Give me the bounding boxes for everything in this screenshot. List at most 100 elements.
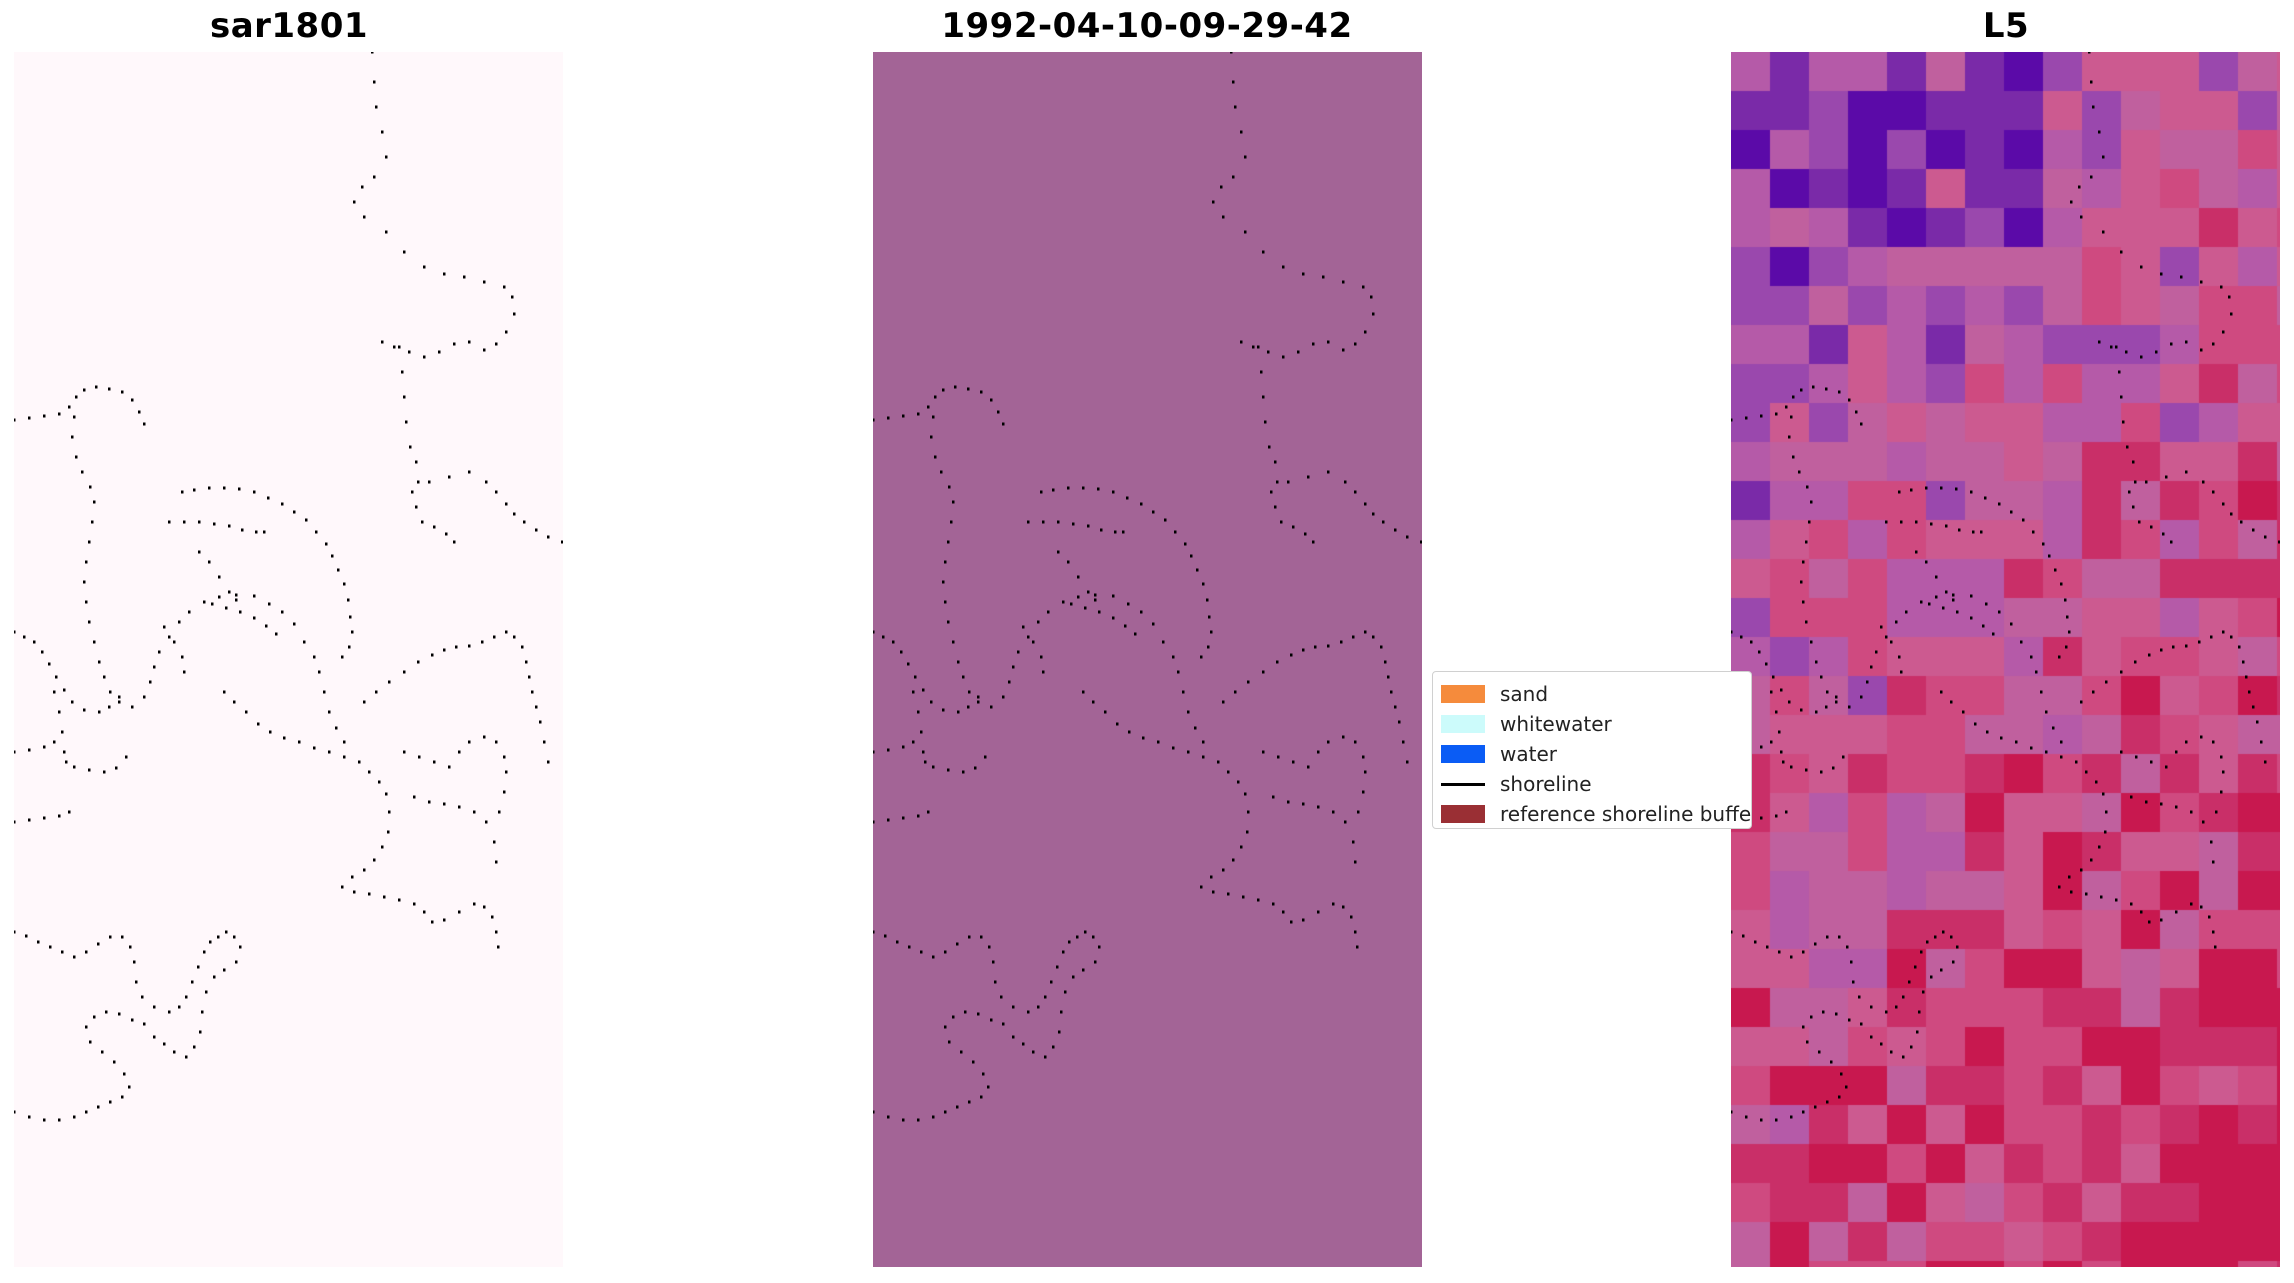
- shoreline-dot: [2212, 490, 2215, 494]
- shoreline-dot: [14, 930, 16, 934]
- shoreline-dot: [2200, 905, 2203, 909]
- shoreline-dot: [1818, 1050, 1821, 1054]
- l5-rgb-mosaic: [1731, 52, 2280, 1267]
- shoreline-dot: [1952, 598, 1955, 602]
- shoreline-dot: [1956, 945, 1959, 949]
- shoreline-dot: [977, 695, 980, 699]
- shoreline-dot: [980, 390, 983, 394]
- shoreline-dot: [1044, 995, 1047, 999]
- shoreline-dot: [1982, 624, 1985, 628]
- shoreline-dot: [2228, 295, 2231, 299]
- shoreline-dot: [1925, 486, 1928, 490]
- shoreline-dot: [1785, 810, 1788, 814]
- shoreline-dot: [2065, 645, 2068, 649]
- shoreline-dot: [1930, 975, 1933, 979]
- shoreline-dot: [1950, 700, 1953, 704]
- shoreline-dot: [48, 662, 51, 666]
- shoreline-dot: [458, 750, 461, 754]
- shoreline-dot: [1217, 760, 1220, 764]
- shoreline-dot: [2230, 512, 2233, 516]
- shoreline-dot: [168, 1010, 171, 1014]
- shoreline-dot: [2222, 330, 2225, 334]
- shoreline-dot: [2080, 700, 2083, 704]
- shoreline-dot: [1252, 345, 1255, 349]
- shoreline-dot: [255, 530, 258, 534]
- shoreline-dot: [198, 520, 201, 524]
- shoreline-dot: [2058, 655, 2061, 659]
- shoreline-dot: [543, 740, 546, 744]
- shoreline-dot: [433, 525, 436, 529]
- shoreline-dot: [1930, 522, 1933, 526]
- shoreline-dot: [253, 616, 256, 620]
- shoreline-dot: [2066, 615, 2069, 619]
- shoreline-dot: [335, 726, 338, 730]
- shoreline-dot: [1731, 630, 1733, 634]
- shoreline-dot: [1290, 653, 1293, 657]
- shoreline-dot: [1227, 892, 1230, 896]
- shoreline-dot: [1885, 1010, 1888, 1014]
- shoreline-dot: [1210, 630, 1213, 634]
- shoreline-dot: [2210, 840, 2213, 844]
- shoreline-dot: [982, 1072, 985, 1076]
- shoreline-dot: [1802, 1025, 1805, 1029]
- shoreline-dot: [1860, 695, 1863, 699]
- shoreline-dot: [1134, 632, 1137, 636]
- shoreline-dot: [2202, 480, 2205, 484]
- shoreline-dot: [403, 250, 406, 254]
- shoreline-dot: [121, 390, 124, 394]
- shoreline-dot: [1317, 805, 1320, 809]
- shoreline-dot: [1068, 940, 1071, 944]
- shoreline-dot: [1032, 1050, 1035, 1054]
- shoreline-dot: [511, 295, 514, 299]
- shoreline-dot: [2120, 395, 2123, 399]
- shoreline-dot: [1332, 902, 1335, 906]
- shoreline-dot: [1928, 602, 1931, 606]
- legend-swatch: [1441, 805, 1485, 823]
- shoreline-dot: [952, 640, 955, 644]
- shoreline-dot: [223, 486, 226, 490]
- shoreline-dot: [1898, 490, 1901, 494]
- shoreline-dot: [2160, 918, 2163, 922]
- shoreline-dot: [2220, 755, 2223, 759]
- shoreline-dot: [28, 748, 31, 752]
- shoreline-dot: [1885, 520, 1888, 524]
- shoreline-dot: [2098, 845, 2101, 849]
- shoreline-dot: [1094, 593, 1097, 597]
- shoreline-dot: [103, 675, 106, 679]
- shoreline-dot: [1354, 740, 1357, 744]
- shoreline-dot: [228, 590, 231, 594]
- shoreline-dot: [98, 710, 101, 714]
- shoreline-dot: [1084, 606, 1087, 610]
- shoreline-dot: [1202, 740, 1205, 744]
- shoreline-dot: [2042, 542, 2045, 546]
- shoreline-dot: [183, 670, 186, 674]
- shoreline-dot: [1152, 510, 1155, 514]
- legend-label: reference shoreline buffer: [1500, 802, 1752, 826]
- shoreline-dot: [2230, 312, 2233, 316]
- shoreline-dot: [23, 635, 26, 639]
- shoreline-dot: [990, 1018, 993, 1022]
- legend-label: shoreline: [1500, 772, 1592, 796]
- shoreline-dot: [85, 560, 88, 564]
- shoreline-dot: [14, 418, 16, 422]
- shoreline-dot: [1062, 950, 1065, 954]
- shoreline-dot: [1092, 935, 1095, 939]
- shoreline-dot: [1327, 740, 1330, 744]
- shoreline-dot: [1362, 285, 1365, 289]
- shoreline-dot: [14, 630, 16, 634]
- shoreline-dot: [2132, 505, 2135, 509]
- shoreline-dot: [413, 902, 416, 906]
- shoreline-dot: [423, 355, 426, 359]
- shoreline-dot: [1775, 412, 1778, 416]
- shoreline-dot: [185, 1055, 188, 1059]
- shoreline-dot: [1394, 705, 1397, 709]
- shoreline-dot: [363, 700, 366, 704]
- shoreline-dot: [388, 810, 391, 814]
- shoreline-dot: [1942, 606, 1945, 610]
- shoreline-dot: [1380, 645, 1383, 649]
- shoreline-dot: [2256, 720, 2259, 724]
- shoreline-dot: [208, 486, 211, 490]
- shoreline-dot: [2060, 740, 2063, 744]
- shoreline-dot: [1077, 575, 1080, 579]
- shoreline-dot: [1806, 1040, 1809, 1044]
